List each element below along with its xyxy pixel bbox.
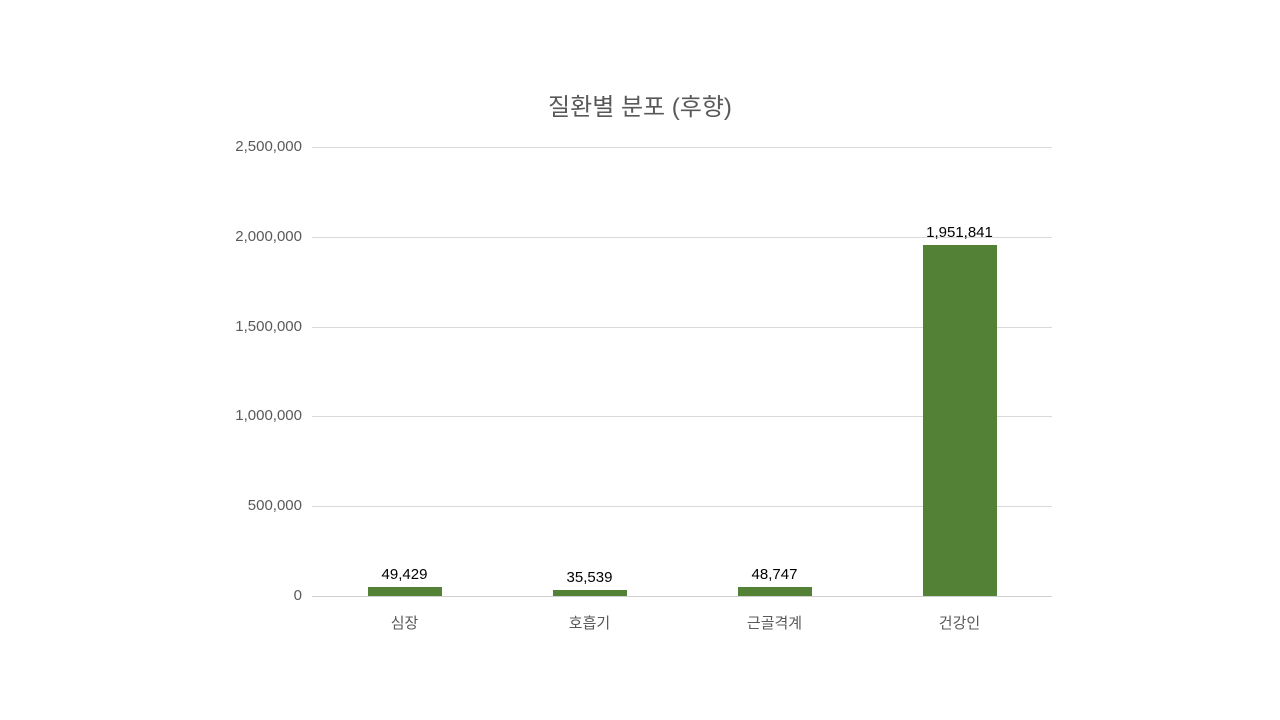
data-label: 48,747 bbox=[751, 566, 798, 584]
y-tick-label: 2,000,000 bbox=[235, 227, 302, 245]
y-tick-label: 0 bbox=[293, 587, 302, 604]
bar-4 bbox=[922, 245, 997, 596]
y-tick-label: 2,500,000 bbox=[235, 138, 302, 155]
y-tick-label: 1,500,000 bbox=[235, 317, 302, 335]
gridline bbox=[312, 506, 1052, 508]
gridline bbox=[312, 236, 1052, 238]
x-tick-label: 근골격계 bbox=[746, 615, 803, 632]
x-tick-label: 심장 bbox=[390, 615, 419, 632]
x-tick-label: 호흡기 bbox=[568, 615, 611, 632]
data-label: 1,951,841 bbox=[926, 224, 993, 242]
x-tick-label: 건강인 bbox=[938, 615, 981, 632]
bar-1 bbox=[367, 587, 442, 596]
bar-2 bbox=[552, 589, 627, 596]
y-tick-label: 500,000 bbox=[247, 497, 302, 515]
plot-area: 49,429 35,539 48,747 1,951,841 bbox=[312, 147, 1052, 597]
x-axis-line bbox=[312, 596, 1052, 597]
gridline bbox=[312, 326, 1052, 328]
gridline bbox=[312, 416, 1052, 418]
data-label: 49,429 bbox=[381, 566, 428, 584]
y-tick-label: 1,000,000 bbox=[235, 407, 302, 425]
data-label: 35,539 bbox=[566, 568, 613, 586]
gridline bbox=[312, 147, 1052, 148]
chart-title: 질환별 분포 (후향) bbox=[548, 94, 732, 121]
bar-3 bbox=[737, 587, 812, 596]
